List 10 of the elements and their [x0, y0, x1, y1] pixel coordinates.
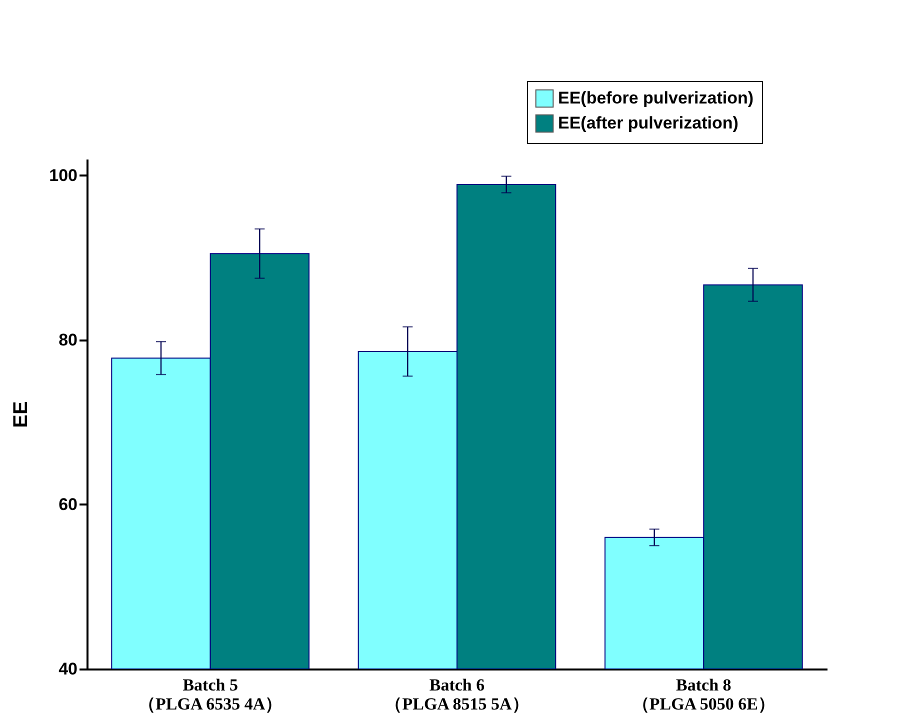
y-tick-label: 80: [58, 330, 78, 350]
x-tick-label: Batch 5 （PLGA 6535 4A）: [138, 676, 282, 714]
y-axis-title: EE: [10, 401, 32, 428]
legend-label: EE(after pulverization): [558, 114, 738, 132]
y-tick-label: 40: [58, 660, 78, 678]
x-tick-label: Batch 6 （PLGA 8515 5A）: [385, 676, 529, 714]
y-tick-label: 100: [49, 166, 78, 185]
y-tick-label: 60: [58, 494, 78, 514]
legend-label: EE(before pulverization): [558, 88, 754, 108]
x-tick-label: Batch 8 （PLGA 5050 6E）: [632, 676, 775, 714]
